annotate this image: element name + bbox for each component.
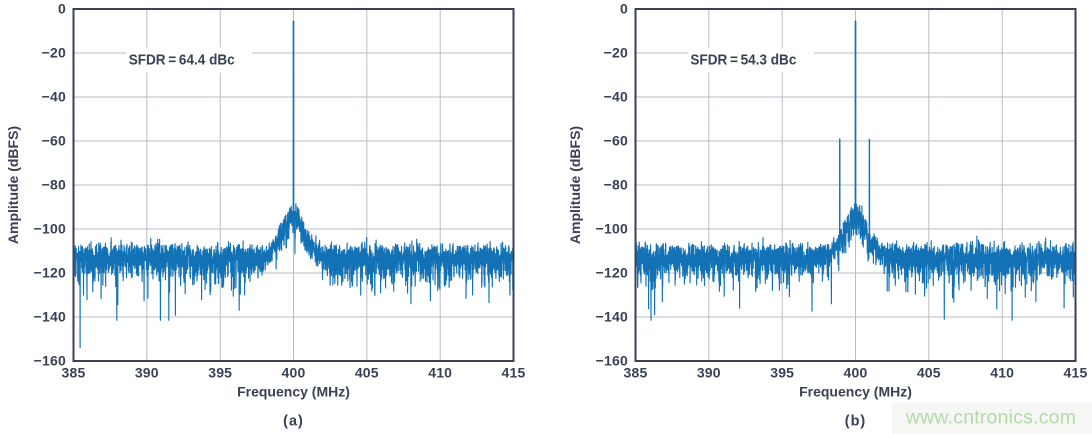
svg-text:Amplitude (dBFS): Amplitude (dBFS): [5, 126, 21, 244]
svg-text:Amplitude (dBFS): Amplitude (dBFS): [567, 126, 583, 244]
svg-text:−120: −120: [34, 265, 66, 281]
svg-text:395: 395: [208, 365, 232, 381]
svg-text:400: 400: [844, 365, 868, 381]
svg-text:395: 395: [770, 365, 794, 381]
svg-text:410: 410: [428, 365, 452, 381]
svg-text:−140: −140: [596, 309, 628, 325]
svg-text:415: 415: [502, 365, 526, 381]
svg-text:−100: −100: [596, 221, 628, 237]
svg-text:−80: −80: [604, 177, 628, 193]
svg-text:−40: −40: [604, 89, 628, 105]
svg-text:−40: −40: [42, 89, 66, 105]
svg-text:−100: −100: [34, 221, 66, 237]
svg-text:−160: −160: [596, 353, 628, 369]
svg-text:−60: −60: [604, 133, 628, 149]
svg-text:−80: −80: [42, 177, 66, 193]
svg-text:Frequency (MHz): Frequency (MHz): [237, 384, 350, 400]
svg-text:Frequency (MHz): Frequency (MHz): [799, 384, 912, 400]
svg-text:0: 0: [620, 1, 628, 17]
svg-text:−20: −20: [42, 45, 66, 61]
svg-text:0: 0: [58, 1, 66, 17]
svg-text:385: 385: [624, 365, 648, 381]
svg-text:390: 390: [697, 365, 721, 381]
svg-text:405: 405: [917, 365, 941, 381]
svg-text:385: 385: [62, 365, 86, 381]
svg-text:415: 415: [1064, 365, 1088, 381]
svg-text:405: 405: [355, 365, 379, 381]
svg-text:400: 400: [282, 365, 306, 381]
svg-text:−60: −60: [42, 133, 66, 149]
svg-text:−160: −160: [34, 353, 66, 369]
svg-text:SFDR = 64.4 dBc: SFDR = 64.4 dBc: [129, 52, 235, 69]
svg-text:www.cntronics.com: www.cntronics.com: [905, 407, 1076, 429]
svg-text:390: 390: [135, 365, 159, 381]
svg-text:−140: −140: [34, 309, 66, 325]
svg-text:410: 410: [990, 365, 1014, 381]
svg-text:−20: −20: [604, 45, 628, 61]
svg-text:SFDR = 54.3 dBc: SFDR = 54.3 dBc: [690, 52, 796, 69]
svg-text:(a): (a): [283, 414, 304, 430]
svg-text:(b): (b): [845, 414, 867, 430]
svg-text:−120: −120: [596, 265, 628, 281]
